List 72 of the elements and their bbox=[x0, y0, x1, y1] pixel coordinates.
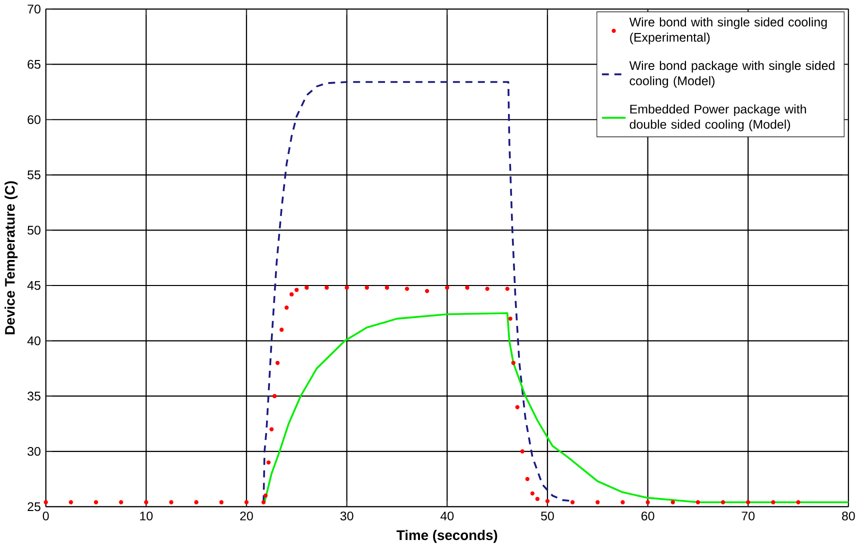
point bbox=[620, 500, 625, 504]
point bbox=[344, 285, 349, 290]
point bbox=[796, 500, 800, 504]
point bbox=[144, 500, 148, 504]
y-tick-label: 70 bbox=[28, 4, 40, 14]
point bbox=[284, 305, 289, 310]
point bbox=[384, 285, 390, 290]
x-tick-label: 20 bbox=[240, 511, 253, 520]
point bbox=[263, 493, 268, 498]
point bbox=[44, 500, 48, 504]
point bbox=[720, 500, 726, 504]
legend-label: Wire bond package with single sided cooling (Model) bbox=[629, 60, 834, 88]
y-tick-label: 30 bbox=[28, 446, 40, 456]
point bbox=[272, 394, 277, 398]
point bbox=[280, 327, 284, 332]
x-tick-label: 70 bbox=[742, 511, 755, 520]
y-tick-label: 55 bbox=[28, 170, 40, 180]
point bbox=[266, 460, 271, 464]
point bbox=[424, 288, 430, 293]
point bbox=[324, 285, 329, 290]
legend-label: Embedded Power package with double sided cooling (Model) bbox=[630, 104, 806, 132]
point bbox=[511, 360, 516, 365]
x-axis-title: Time (seconds) bbox=[396, 530, 498, 543]
x-tick-label: 60 bbox=[641, 511, 654, 520]
point bbox=[508, 316, 512, 321]
y-tick-label: 35 bbox=[28, 391, 40, 400]
x-tick-label: 40 bbox=[440, 511, 454, 520]
point bbox=[525, 476, 530, 481]
y-axis-title: Device Temperature (C) bbox=[4, 181, 18, 334]
point bbox=[530, 491, 534, 496]
point bbox=[646, 500, 650, 504]
point bbox=[244, 500, 249, 504]
point bbox=[696, 500, 700, 504]
point bbox=[219, 500, 224, 504]
point bbox=[294, 288, 299, 292]
point bbox=[771, 500, 776, 504]
y-tick-label: 40 bbox=[27, 336, 40, 345]
x-tick-label: 30 bbox=[340, 511, 354, 520]
point bbox=[364, 285, 369, 290]
point bbox=[261, 500, 266, 504]
point bbox=[276, 360, 280, 365]
y-tick-label: 50 bbox=[28, 226, 40, 234]
point bbox=[68, 500, 73, 504]
point bbox=[194, 500, 198, 504]
y-tick-label: 45 bbox=[27, 280, 40, 290]
point bbox=[746, 500, 750, 504]
point bbox=[505, 286, 510, 291]
point bbox=[535, 496, 540, 501]
x-tick-label: 0 bbox=[42, 511, 49, 520]
point bbox=[670, 500, 675, 504]
point bbox=[520, 449, 524, 454]
y-tick-label: 65 bbox=[28, 60, 40, 69]
point bbox=[545, 498, 550, 503]
point bbox=[485, 286, 490, 291]
point bbox=[596, 500, 600, 504]
y-tick-label: 25 bbox=[28, 502, 40, 511]
point bbox=[94, 500, 98, 504]
x-tick-label: 10 bbox=[140, 511, 153, 520]
x-tick-label: 50 bbox=[541, 511, 554, 520]
y-tick-label: 60 bbox=[28, 114, 40, 124]
point bbox=[445, 285, 450, 290]
x-tick-label: 80 bbox=[842, 511, 855, 520]
point bbox=[465, 285, 470, 290]
point bbox=[515, 404, 520, 409]
point bbox=[169, 500, 174, 504]
legend-label: Wire bond with single sided cooling (Experimental) bbox=[629, 17, 827, 44]
point bbox=[570, 500, 575, 504]
point bbox=[304, 285, 309, 290]
point bbox=[119, 500, 124, 504]
point bbox=[404, 286, 410, 291]
point bbox=[290, 292, 294, 296]
point bbox=[269, 426, 274, 432]
